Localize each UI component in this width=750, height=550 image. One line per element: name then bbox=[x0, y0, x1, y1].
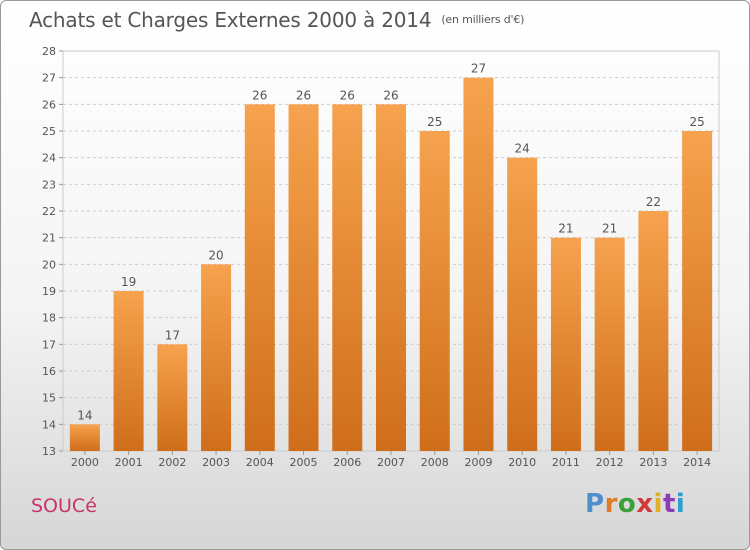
x-tick-label: 2003 bbox=[202, 456, 230, 469]
bar-value-label: 26 bbox=[383, 88, 398, 102]
x-tick-label: 2009 bbox=[464, 456, 492, 469]
bar-value-label: 20 bbox=[208, 248, 223, 262]
bar-2003 bbox=[201, 264, 232, 451]
x-tick-label: 2010 bbox=[508, 456, 536, 469]
bar-value-label: 27 bbox=[471, 62, 486, 76]
y-tick-label: 14 bbox=[42, 418, 56, 431]
bar-2011 bbox=[550, 237, 581, 451]
bar-value-label: 19 bbox=[121, 275, 136, 289]
x-tick-label: 2002 bbox=[158, 456, 186, 469]
y-tick-label: 26 bbox=[42, 98, 56, 111]
y-tick-label: 21 bbox=[42, 232, 56, 245]
bar-2013 bbox=[638, 211, 669, 451]
logo-letter: t bbox=[662, 489, 676, 519]
y-tick-label: 16 bbox=[42, 365, 56, 378]
x-tick-label: 2007 bbox=[377, 456, 405, 469]
bar-value-label: 26 bbox=[252, 88, 267, 102]
bar-value-label: 21 bbox=[602, 222, 617, 236]
bar-value-label: 24 bbox=[515, 142, 530, 156]
y-tick-label: 25 bbox=[42, 125, 56, 138]
bar-2001 bbox=[113, 291, 144, 451]
bar-value-label: 21 bbox=[558, 222, 573, 236]
y-tick-label: 22 bbox=[42, 205, 56, 218]
x-tick-label: 2012 bbox=[596, 456, 624, 469]
bar-value-label: 25 bbox=[427, 115, 442, 129]
bar-2009 bbox=[463, 77, 494, 452]
x-tick-label: 2004 bbox=[246, 456, 274, 469]
logo-letter: o bbox=[617, 489, 637, 519]
bar-2006 bbox=[332, 104, 363, 451]
y-tick-label: 27 bbox=[42, 72, 56, 85]
y-tick-label: 20 bbox=[42, 258, 56, 271]
bar-2004 bbox=[244, 104, 275, 451]
x-tick-label: 2006 bbox=[333, 456, 361, 469]
logo-letter: i bbox=[653, 489, 663, 519]
bar-value-label: 14 bbox=[77, 408, 92, 422]
logo-letter: P bbox=[585, 489, 605, 519]
proxiti-logo: Proxiti bbox=[585, 489, 685, 519]
x-tick-label: 2001 bbox=[115, 456, 143, 469]
x-tick-label: 2005 bbox=[290, 456, 318, 469]
y-tick-label: 28 bbox=[42, 45, 56, 58]
bar-layer bbox=[69, 77, 713, 452]
x-tick-label: 2011 bbox=[552, 456, 580, 469]
y-tick-label: 23 bbox=[42, 178, 56, 191]
bar-value-label: 22 bbox=[646, 195, 661, 209]
label-layer: 13 14 15 16 17 18 19 20 21 22 23 24 25 26 27 28 14 2000 19… bbox=[42, 45, 711, 469]
x-tick-label: 2008 bbox=[421, 456, 449, 469]
bar-value-label: 25 bbox=[689, 115, 704, 129]
bar-2010 bbox=[507, 157, 538, 451]
bar-2005 bbox=[288, 104, 319, 451]
x-tick-label: 2014 bbox=[683, 456, 711, 469]
bar-value-label: 26 bbox=[340, 88, 355, 102]
y-tick-label: 24 bbox=[42, 152, 56, 165]
commune-name: SOUCé bbox=[31, 495, 97, 517]
bar-2000 bbox=[69, 424, 100, 451]
bar-2008 bbox=[419, 131, 450, 451]
y-tick-label: 18 bbox=[42, 312, 56, 325]
bar-2007 bbox=[376, 104, 406, 451]
bar-value-label: 26 bbox=[296, 88, 311, 102]
chart-unit: (en milliers d'€) bbox=[441, 13, 525, 26]
y-tick-label: 17 bbox=[42, 338, 56, 351]
y-tick-label: 13 bbox=[42, 445, 56, 458]
bar-2012 bbox=[594, 237, 625, 451]
logo-letter: i bbox=[675, 489, 686, 519]
y-tick-label: 15 bbox=[42, 392, 56, 405]
chart-title: Achats et Charges Externes 2000 à 2014 (e… bbox=[29, 8, 524, 32]
bar-value-label: 17 bbox=[165, 328, 180, 342]
logo-letter: r bbox=[604, 489, 618, 519]
logo-letter: x bbox=[636, 489, 654, 519]
x-tick-label: 2000 bbox=[71, 456, 99, 469]
y-tick-label: 19 bbox=[42, 285, 56, 298]
bar-2014 bbox=[682, 131, 713, 451]
bar-2002 bbox=[157, 344, 188, 451]
chart-title-text: Achats et Charges Externes 2000 à 2014 bbox=[29, 8, 432, 32]
x-tick-label: 2013 bbox=[639, 456, 667, 469]
